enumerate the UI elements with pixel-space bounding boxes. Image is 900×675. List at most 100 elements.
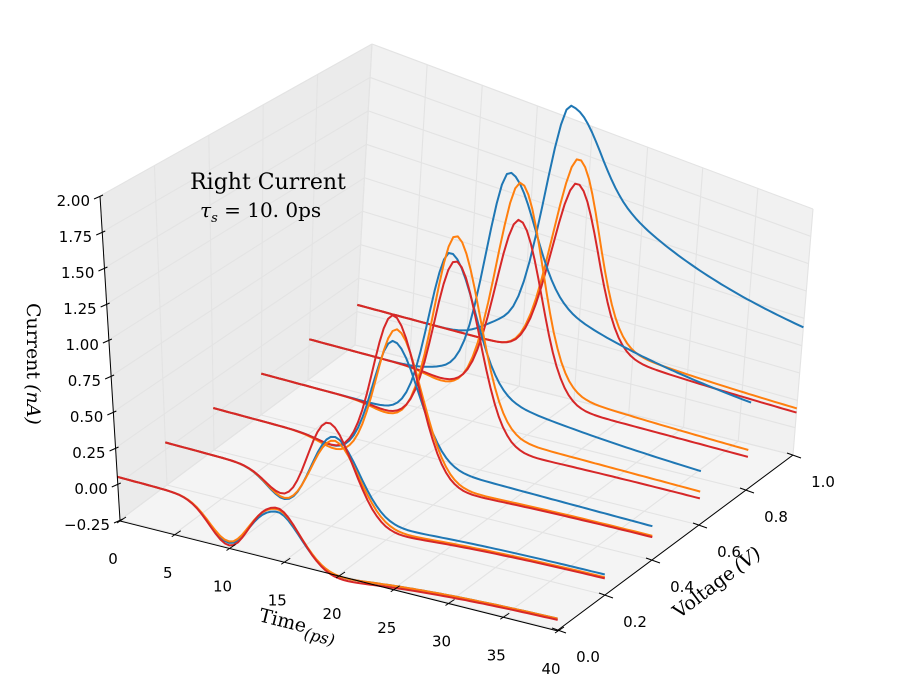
gridline-floor-v — [307, 379, 747, 491]
gridline-floor-v — [213, 449, 653, 561]
subtitle-rest: = 10. 0ps — [218, 198, 321, 222]
x-tick-label: 0 — [108, 550, 118, 568]
x-tick-label: 5 — [163, 564, 173, 582]
subtitle-subscript: s — [211, 211, 218, 226]
z-tick — [113, 518, 124, 524]
gridline-floor-t — [229, 372, 465, 548]
z-tick-label: 1.50 — [61, 264, 94, 282]
x-tick — [554, 626, 565, 634]
gridline-left-v — [260, 104, 264, 416]
z-tick — [96, 230, 106, 236]
y-tick — [551, 627, 567, 634]
x-tick-label: 25 — [377, 619, 396, 637]
z-axis-label-text: Current — [22, 303, 44, 379]
gridline-floor-t — [283, 385, 520, 562]
subtitle-symbol: τ — [200, 198, 212, 222]
z-axis-label-unit: (nA) — [22, 384, 44, 425]
gridline-left-v — [208, 135, 215, 451]
gridline-back-t — [682, 167, 704, 428]
z-tick-label: 0.50 — [70, 408, 103, 426]
z-tick — [102, 338, 113, 344]
y-tick — [645, 557, 661, 564]
x-tick-label: 10 — [213, 578, 232, 596]
gridline-left-z — [119, 344, 356, 521]
gridline-left-v — [354, 43, 373, 346]
gridline-back-z — [368, 110, 809, 265]
gridline-left-v — [153, 165, 168, 486]
curve-red-v0_4 — [213, 314, 653, 539]
z-tick-label: 1.00 — [65, 336, 98, 354]
y-tick — [692, 522, 708, 529]
x-tick-label: 40 — [541, 660, 560, 675]
x-tick-label: 15 — [268, 591, 287, 609]
z-tick-label: 2.00 — [57, 192, 90, 210]
y-tick-label: 0.6 — [717, 543, 741, 561]
gridline-left-z — [101, 76, 371, 233]
curve-red-v0_6 — [261, 260, 701, 500]
x-tick — [390, 585, 401, 593]
y-tick — [739, 487, 755, 494]
gridline-back-z — [371, 43, 814, 210]
gridline-floor-v — [166, 484, 606, 596]
gridline-back-z — [360, 244, 800, 374]
gridline-left-v — [307, 74, 319, 381]
z-axis-label: Current (nA) — [22, 303, 44, 425]
gridline-floor-t — [174, 358, 411, 535]
y-tick-label: 1.0 — [811, 473, 835, 491]
gridline-back-z — [369, 76, 811, 237]
gridline-back-t — [518, 105, 538, 387]
y-axis-line — [557, 454, 794, 631]
tick-labels: 0 5 10 15 20 25 30 35 40 0.0 0.2 0.4 0.6 0.8 1.0 −0.25 0… — [57, 192, 835, 675]
gridline-back-z — [354, 344, 794, 456]
z-axis-line — [99, 195, 121, 521]
x-tick-label: 20 — [322, 605, 341, 623]
y-tick-label: 0.2 — [623, 613, 647, 631]
gridline-left-z — [108, 177, 365, 341]
chart-subtitle: τs = 10. 0ps — [200, 198, 321, 226]
curve-red-v0_2 — [165, 421, 606, 580]
x-tick — [226, 544, 236, 551]
left-pane — [100, 44, 372, 520]
z-tick-label: 0.75 — [68, 372, 101, 390]
gridline-back-t — [628, 147, 649, 414]
z-tick-label: 0.00 — [74, 480, 107, 498]
x-tick-label: 30 — [432, 633, 451, 651]
curve-red-v0 — [117, 475, 558, 621]
z-tick-label: 1.25 — [63, 300, 96, 318]
gridline-floor-t — [338, 399, 575, 576]
z-tick-label: −0.25 — [64, 516, 110, 534]
gridline-back-t — [573, 126, 594, 401]
x-axis-label-text: Time — [257, 605, 309, 638]
gridline-back-z — [364, 177, 805, 319]
gridline-left-z — [99, 43, 373, 197]
gridline-left-z — [115, 277, 360, 449]
z-tick — [93, 194, 104, 200]
z-tick — [98, 266, 108, 272]
gridline-left-z — [110, 210, 363, 377]
x-tick — [171, 530, 182, 538]
z-tick — [111, 482, 121, 488]
z-tick-label: 1.75 — [59, 228, 92, 246]
y-tick-label: 0.0 — [576, 648, 600, 666]
gridline-left-z — [113, 244, 361, 413]
gridline-back-z — [362, 210, 803, 347]
gridline-back-t — [409, 64, 428, 359]
chart-title: Right Current — [190, 170, 346, 195]
x-tick — [445, 599, 455, 606]
x-tick — [335, 571, 346, 579]
x-tick — [499, 612, 510, 620]
gridline-back-t — [792, 208, 814, 456]
z-tick — [100, 302, 110, 308]
gridline-left-z — [104, 110, 369, 269]
gridline-floor-v — [260, 414, 700, 526]
x-tick-label: 35 — [487, 646, 506, 664]
z-tick — [107, 410, 117, 416]
x-axis-label-unit: (ps) — [302, 624, 337, 650]
gridline-back-t — [463, 85, 483, 373]
gridline-left-z — [106, 143, 367, 305]
y-tick-label: 0.4 — [670, 578, 694, 596]
gridline-floor-v — [119, 519, 559, 631]
y-tick — [598, 592, 614, 599]
x-tick — [280, 557, 291, 565]
z-tick-label: 0.25 — [72, 444, 105, 462]
